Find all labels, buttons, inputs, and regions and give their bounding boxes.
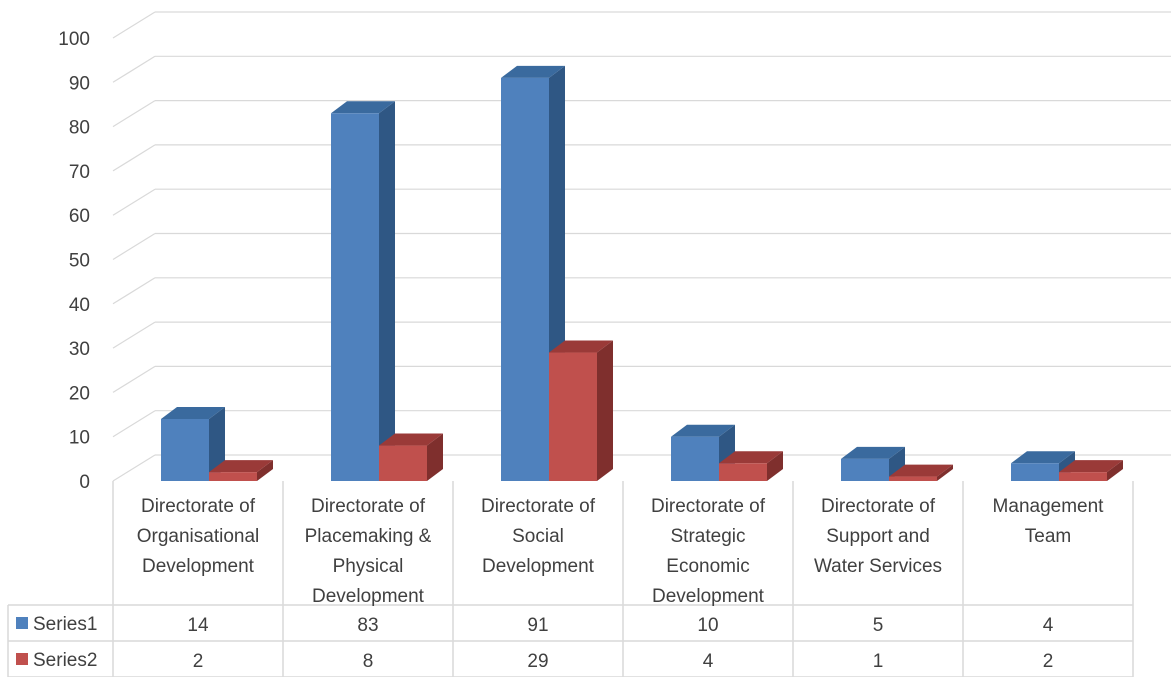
bar-side	[209, 406, 225, 481]
y-tick-label: 20	[69, 383, 90, 404]
bar-top	[1011, 451, 1075, 464]
bar-series2-2	[549, 340, 613, 481]
bar-series2-1	[379, 433, 443, 481]
bar-front	[549, 352, 597, 481]
bar-side	[937, 464, 953, 481]
y-tick-label: 0	[79, 472, 90, 493]
bar-series2-0	[209, 460, 273, 481]
data-table: Directorate of Organisational Development D…	[7, 481, 1134, 677]
bar-series2-5	[1059, 460, 1123, 481]
bar-front	[719, 463, 767, 481]
bars	[161, 65, 1123, 482]
bar-series1-0	[161, 406, 225, 481]
category-label: Directorate of Support and Water Services	[814, 496, 942, 577]
bar-front	[331, 113, 379, 481]
legend-key-series1	[16, 617, 28, 629]
y-tick-label: 50	[69, 251, 90, 272]
y-tick-label: 80	[69, 118, 90, 139]
bar-side	[257, 460, 273, 481]
bar-front	[1011, 463, 1059, 481]
legend-label: Series1	[33, 614, 97, 635]
bar-side	[889, 446, 905, 481]
gridline-side-7	[112, 144, 156, 172]
bar-side	[597, 340, 613, 481]
bar-top	[889, 464, 953, 477]
legend-key-series2	[16, 653, 28, 665]
bar-top	[549, 340, 613, 353]
table-value: 14	[187, 615, 209, 636]
bar-front	[501, 77, 549, 482]
bar-top	[209, 460, 273, 473]
table-value: 8	[363, 651, 374, 672]
gridlines	[112, 11, 1171, 482]
table-value: 10	[697, 615, 718, 636]
legend-label: Series2	[33, 650, 97, 671]
gridline-side-8	[112, 100, 156, 128]
category-label: Directorate of Organisational Development	[137, 496, 260, 577]
category-label: Directorate of Placemaking & Physical Devel…	[305, 496, 432, 607]
bar-top	[671, 424, 735, 437]
gridline-side-6	[112, 188, 156, 216]
bar-front	[671, 436, 719, 481]
y-tick-label: 10	[69, 428, 90, 449]
gridline-side-5	[112, 232, 156, 261]
bar-front	[889, 476, 937, 481]
category-label: Directorate of Strategic Economic Developme…	[651, 496, 766, 607]
y-tick-label: 70	[69, 162, 90, 183]
bar-top	[501, 65, 565, 78]
bar-side	[767, 451, 783, 481]
bar-front	[161, 418, 209, 481]
bar-side	[427, 433, 443, 481]
bar-front	[1059, 472, 1107, 481]
gridline-side-0	[112, 454, 156, 482]
table-value: 4	[1043, 615, 1054, 636]
bar-series1-4	[841, 446, 905, 481]
bar-front	[209, 472, 257, 481]
bar-series2-3	[719, 451, 783, 481]
bar-front	[841, 458, 889, 481]
table-value: 29	[527, 651, 548, 672]
gridline-side-2	[112, 365, 156, 393]
y-axis: 0 10 20 30 40 50 60 70 80 90 100	[58, 29, 90, 493]
gridline-side-4	[112, 277, 156, 305]
bar-series2-4	[889, 464, 953, 481]
table-value: 2	[1043, 651, 1054, 672]
y-tick-label: 90	[69, 73, 90, 94]
y-tick-label: 30	[69, 339, 90, 360]
table-value: 2	[193, 651, 204, 672]
bar-side	[1107, 460, 1123, 481]
gridline-side-1	[112, 410, 156, 438]
gridline-side-9	[112, 55, 156, 83]
y-tick-label: 100	[58, 29, 90, 50]
bar-top	[1059, 460, 1123, 473]
table-value: 4	[703, 651, 714, 672]
y-tick-label: 60	[69, 206, 90, 227]
category-label: Directorate of Social Development	[481, 496, 596, 577]
bar-top	[331, 101, 395, 114]
bar-series1-1	[331, 101, 395, 481]
table-value: 5	[873, 615, 884, 636]
gridline-side-10	[112, 11, 156, 39]
bar-top	[161, 406, 225, 419]
table-value: 91	[527, 615, 548, 636]
bar-front	[379, 445, 427, 481]
y-tick-label: 40	[69, 295, 90, 316]
bar-top	[719, 451, 783, 464]
table-value: 1	[873, 651, 884, 672]
table-value: 83	[357, 615, 378, 636]
bar-side	[379, 101, 395, 481]
bar-top	[841, 446, 905, 459]
bar-top	[379, 433, 443, 446]
gridline-side-3	[112, 321, 156, 349]
category-label: Management Team	[993, 496, 1105, 547]
